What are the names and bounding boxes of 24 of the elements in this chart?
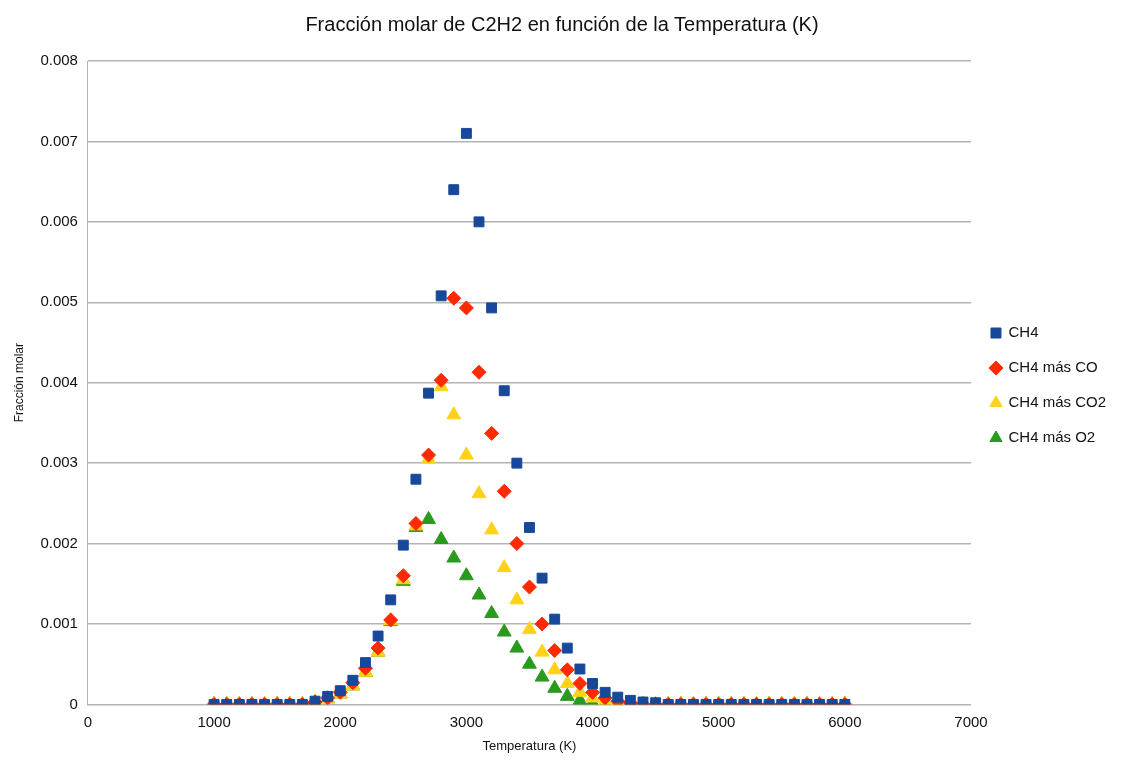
x-tick-label: 1000 xyxy=(197,712,231,730)
y-axis-title: Fracción molar xyxy=(11,343,26,423)
x-tick-label: 7000 xyxy=(954,712,988,730)
y-tick-label: 0.006 xyxy=(40,211,78,229)
x-axis-title: Temperatura (K) xyxy=(482,737,577,753)
chart-title: Fracción molar de C2H2 en función de la Temperatura (K) xyxy=(305,12,819,35)
legend-label: CH4 más O2 xyxy=(1008,428,1096,446)
x-tick-label: 5000 xyxy=(701,712,736,730)
y-tick-label: 0.001 xyxy=(40,614,78,632)
y-tick-label: 0.002 xyxy=(40,533,78,551)
x-tick-label: 4000 xyxy=(575,712,610,730)
x-tick-label: 2000 xyxy=(323,712,357,730)
legend-label: CH4 xyxy=(1008,323,1039,341)
x-tick-label: 3000 xyxy=(449,712,484,730)
x-tick-label: 6000 xyxy=(828,712,862,730)
y-tick-label: 0.008 xyxy=(40,51,78,69)
y-tick-label: 0 xyxy=(69,694,78,712)
y-tick-label: 0.003 xyxy=(40,453,78,471)
legend-label: CH4 más CO2 xyxy=(1008,393,1107,411)
y-tick-label: 0.007 xyxy=(40,131,78,149)
y-tick-label: 0.004 xyxy=(40,372,78,390)
y-tick-label: 0.005 xyxy=(40,292,78,310)
x-tick-label: 0 xyxy=(83,712,93,730)
legend-label: CH4 más CO xyxy=(1008,358,1098,376)
